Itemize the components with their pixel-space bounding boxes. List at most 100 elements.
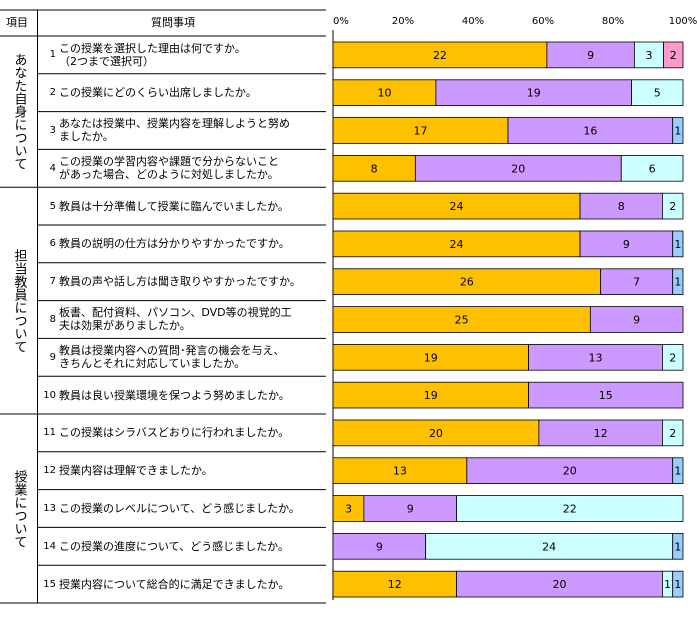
question-text: この授業を選択した理由は何ですか。 （2つまで選択可） [59,36,325,74]
question-text: 授業内容について総合的に満足できましたか。 [59,565,325,603]
bar-value-label: 2 [670,49,677,62]
bar-segment [672,117,684,144]
bar-value-label: 13 [393,465,407,478]
bar-segment [662,192,684,220]
question-number: 4 [49,162,56,174]
bar-segment [332,533,427,560]
bar-segment [663,41,684,69]
bar-segment [332,306,591,333]
bar-value-label: 12 [388,578,402,591]
bar-value-label: 19 [424,389,438,402]
bar-value-label: 20 [511,162,525,175]
bar-value-label: 9 [633,314,640,327]
question-text-line: この授業にどのくらい出席しましたか。 [59,86,257,100]
bar-value-label: 19 [527,87,541,100]
question-text: 板書、配付資料、パソコン、DVD等の視覚的工 夫は効果がありましたか。 [59,301,325,339]
question-number: 14 [43,540,56,552]
question-text-line: ましたか。 [59,130,114,144]
question-text-line: あなたは授業中、授業内容を理解しようと努め [59,117,290,131]
bar-segment [414,154,622,182]
bar-segment [332,381,529,409]
bar-value-label: 1 [674,238,681,251]
bar-value-label: 7 [633,276,640,289]
bar-value-label: 9 [376,540,383,553]
question-number: 3 [49,124,56,136]
bar-segment [332,268,602,295]
bar-segment [332,419,540,447]
x-tick-label: 100% [669,16,697,27]
bar-value-label: 8 [371,162,378,175]
bar-segment [466,457,674,484]
question-text-line: 授業内容は理解できましたか。 [59,464,213,478]
bar-segment [662,419,684,447]
bar-value-label: 20 [429,427,443,440]
bar-segment [579,230,674,258]
bar-value-label: 3 [645,49,652,62]
question-text: 授業内容は理解できましたか。 [59,452,325,490]
bar-value-label: 1 [674,465,681,478]
question-number: 7 [49,276,56,288]
bar-segment [672,570,684,598]
bar-segment [363,495,457,522]
question-number: 12 [43,465,56,477]
bar-segment [332,192,581,220]
bar-value-label: 6 [649,162,656,175]
bar-segment [538,419,663,447]
bar-segment [528,381,684,409]
question-text-line: 夫は効果がありましたか。 [59,319,191,333]
question-number: 2 [49,87,56,99]
bar-segment [332,343,529,371]
bar-value-label: 17 [414,125,428,138]
bar-segment [631,79,684,107]
bar-value-label: 22 [433,49,447,62]
bar-value-label: 1 [674,540,681,553]
question-text: この授業はシラバスどおりに行われましたか。 [59,414,325,452]
question-text: 教員の説明の仕方は分かりやすかったですか。 [59,225,325,263]
question-text: 教員の声や話し方は聞き取りやすかったですか。 [59,263,325,301]
bar-segment [672,457,684,484]
question-text-line: 教員は授業内容への質問･発言の機会を与え、 [59,344,285,358]
bar-segment [435,79,632,107]
bar-value-label: 16 [583,125,597,138]
bar-segment [633,41,664,69]
question-text-line: この授業はシラバスどおりに行われましたか。 [59,426,290,440]
bar-value-label: 20 [563,465,577,478]
bar-value-label: 1 [674,276,681,289]
question-number: 8 [49,313,56,325]
question-text: 教員は授業内容への質問･発言の機会を与え、 きちんとそれに対応していましたか。 [59,338,325,376]
bar-segment [332,570,457,598]
question-number: 1 [49,49,56,61]
bar-segment [528,343,663,371]
bar-value-label: 20 [552,578,566,591]
bar-value-label: 9 [623,238,630,251]
bar-segment [600,268,674,295]
bar-segment [425,533,674,560]
question-text: 教員は良い授業環境を保つよう努めましたか。 [59,376,325,414]
group-label: 担当教員について [11,248,27,353]
question-number: 13 [43,502,56,514]
question-text-line: があった場合、どのように対処しましたか。 [59,168,279,182]
group-label: 授業について [11,469,27,548]
question-text-line: 教員の説明の仕方は分かりやすかったですか。 [59,237,290,251]
bar-value-label: 26 [460,276,474,289]
question-text-line: 教員の声や話し方は聞き取りやすかったですか。 [59,275,301,289]
bar-segment [456,495,684,522]
bar-segment [579,192,663,220]
bar-value-label: 2 [669,351,676,364]
bar-value-label: 13 [589,351,603,364]
group-label: あなた自身について [11,53,27,171]
bar-value-label: 24 [542,540,556,553]
bar-value-label: 24 [450,238,464,251]
question-text-line: 板書、配付資料、パソコン、DVD等の視覚的工 [59,306,292,320]
question-text-line: 教員は良い授業環境を保つよう努めましたか。 [59,388,290,402]
bar-segment [662,343,684,371]
bar-value-label: 2 [669,200,676,213]
question-number: 10 [43,389,56,401]
question-text: この授業にどのくらい出席しましたか。 [59,74,325,112]
question-text: あなたは授業中、授業内容を理解しようと努め ましたか。 [59,112,325,150]
bar-value-label: 25 [455,314,469,327]
x-tick-label: 80% [602,16,624,27]
question-text-line: この授業のレベルについて、どう感じましたか。 [59,501,300,515]
bar-segment [507,117,674,144]
